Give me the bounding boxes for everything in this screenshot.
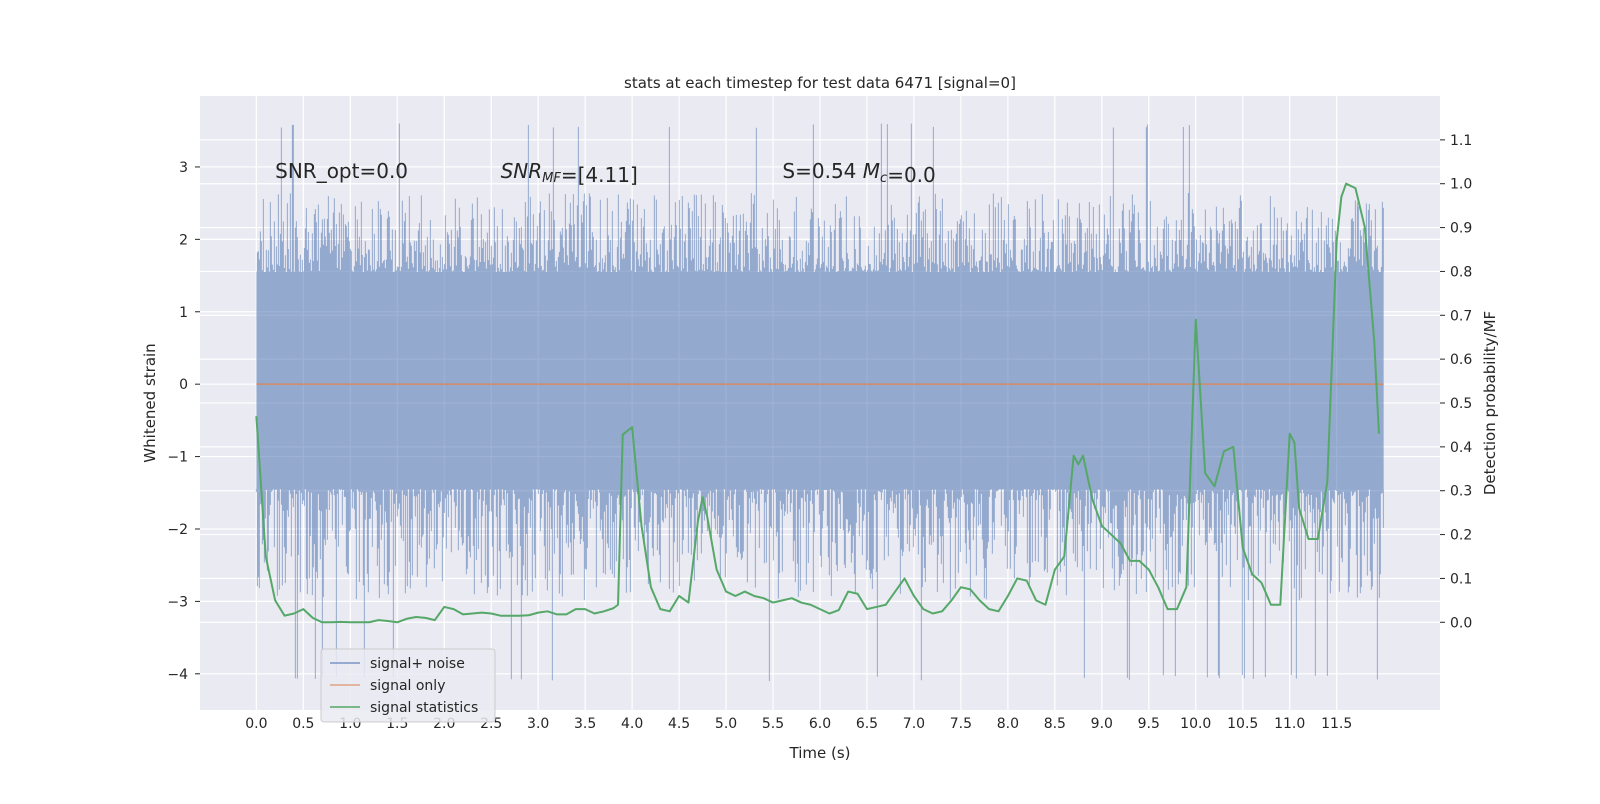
y-tick-label: −4 [167, 667, 188, 683]
x-tick-label: 6.0 [809, 716, 831, 732]
y-tick-label: −1 [167, 450, 188, 466]
y-right-tick-label: 1.1 [1450, 133, 1472, 149]
x-tick-label: 5.0 [715, 716, 737, 732]
x-tick-label: 10.0 [1180, 716, 1211, 732]
stats-series [255, 182, 1380, 624]
x-tick-label: 4.0 [621, 716, 643, 732]
x-tick-label: 0.5 [292, 716, 314, 732]
y-tick-label: −3 [167, 594, 188, 610]
x-tick-label: 8.5 [1044, 716, 1066, 732]
x-tick-label: 5.5 [762, 716, 784, 732]
legend-label-stats: signal statistics [370, 700, 478, 716]
y-tick-label: −2 [167, 522, 188, 538]
x-tick-label: 11.0 [1274, 716, 1305, 732]
noise-spikes-down [255, 489, 1384, 681]
x-tick-label: 3.5 [574, 716, 596, 732]
annotation-text: SNR_opt=0.0 [275, 159, 408, 183]
y-axis-label: Whitened strain [141, 343, 159, 462]
legend-box [320, 648, 496, 723]
x-axis-label: Time (s) [789, 744, 851, 762]
y-right-tick-label: 0.0 [1450, 615, 1472, 631]
y-right-tick-label: 0.9 [1450, 221, 1472, 237]
y-right-tick-label: 0.3 [1450, 484, 1472, 500]
x-tick-label: 7.5 [950, 716, 972, 732]
x-tick-label: 9.0 [1091, 716, 1113, 732]
signal-statistics-line [255, 182, 1380, 624]
x-tick-label: 11.5 [1321, 716, 1352, 732]
y-tick-label: 2 [179, 232, 188, 248]
y-right-tick-label: 0.7 [1450, 308, 1472, 324]
y-right-tick-label: 0.4 [1450, 440, 1472, 456]
x-tick-label: 8.0 [997, 716, 1019, 732]
x-tick-label: 3.0 [527, 716, 549, 732]
y-tick-label: 0 [179, 377, 188, 393]
x-tick-label: 7.0 [903, 716, 925, 732]
y-right-tick-label: 0.8 [1450, 264, 1472, 280]
y-ticks-left: 3 2 1 0 −1 −2 −3 −4 [167, 160, 200, 683]
y-tick-label: 1 [179, 305, 188, 321]
y-tick-label: 3 [179, 160, 188, 176]
y-right-tick-label: 0.5 [1450, 396, 1472, 412]
noise-band [256, 271, 1384, 490]
legend-label-noise: signal+ noise [370, 656, 465, 672]
x-tick-label: 0.0 [245, 716, 267, 732]
noise-spikes-up [255, 123, 1384, 272]
annotation-text: S=0.54 Mc=0.0 [782, 159, 935, 187]
x-tick-label: 9.5 [1138, 716, 1160, 732]
legend-label-signal: signal only [370, 678, 445, 694]
y-right-tick-label: 0.6 [1450, 352, 1472, 368]
y-right-tick-label: 0.1 [1450, 571, 1472, 587]
y-right-tick-label: 0.2 [1450, 528, 1472, 544]
x-ticks: 0.0 0.5 1.0 1.5 2.0 2.5 3.0 3.5 4.0 4.5 5.0 5.5 6.0 6… [245, 716, 1352, 732]
annotation-text: SNRMF=[4.11] [501, 159, 638, 187]
x-tick-label: 4.5 [668, 716, 690, 732]
x-tick-label: 6.5 [856, 716, 878, 732]
x-tick-label: 10.5 [1227, 716, 1258, 732]
y-ticks-right: 1.1 1.0 0.9 0.8 0.7 0.6 0.5 0.4 0.3 0.2 0.1 0.0 [1440, 133, 1472, 631]
y-axis-label-right: Detection probability/MF [1481, 311, 1499, 495]
y-right-tick-label: 1.0 [1450, 177, 1472, 193]
chart-title: stats at each timestep for test data 647… [624, 74, 1016, 92]
noise-series [255, 123, 1384, 681]
legend: signal+ noise signal only signal statist… [320, 648, 496, 723]
annotations: SNR_opt=0.0 SNRMF=[4.11] S=0.54 Mc=0.0 [275, 159, 936, 187]
